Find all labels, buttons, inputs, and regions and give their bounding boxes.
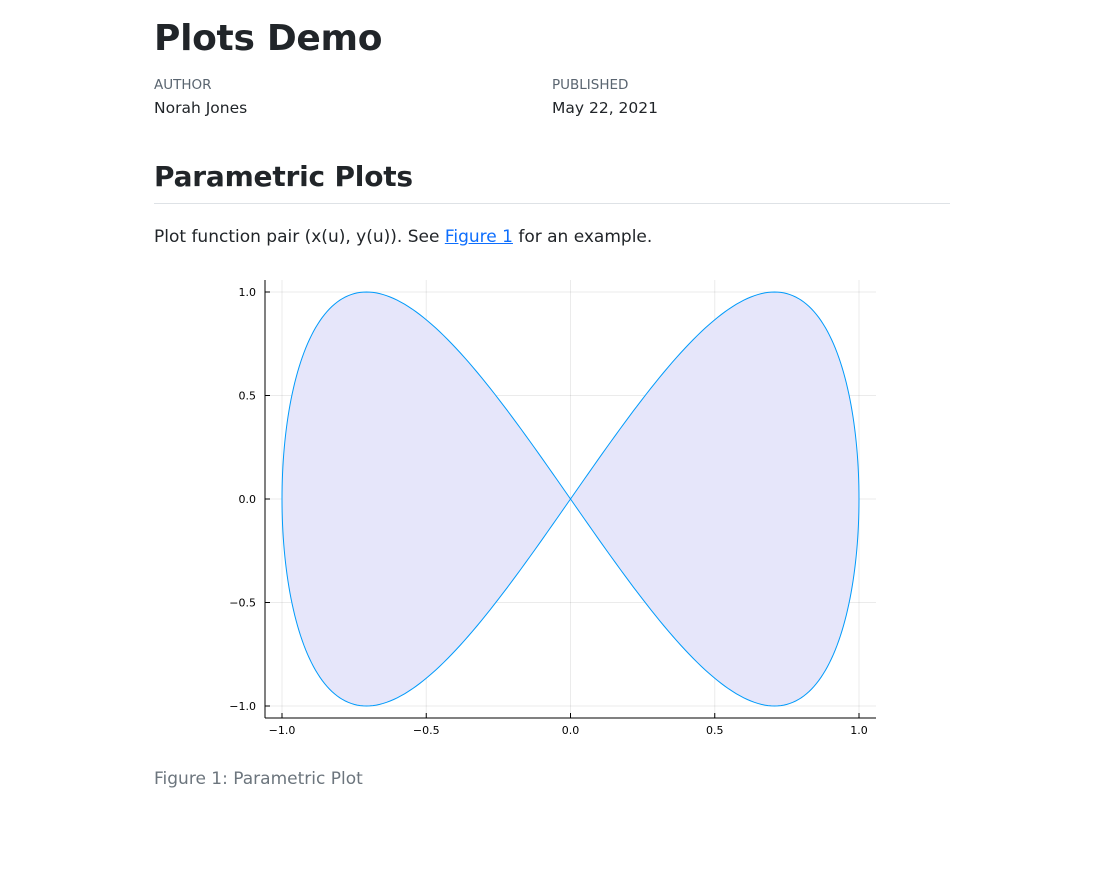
x-tick-label: 1.0 (850, 724, 868, 737)
y-tick-label: −1.0 (229, 700, 256, 713)
figure: −1.0 −0.5 0.0 0.5 1.0 −1.0 −0.5 0.0 0.5 1.0 (154, 268, 950, 748)
figure-link[interactable]: Figure 1 (444, 227, 513, 247)
series-curve (281, 291, 860, 707)
author-block: AUTHOR Norah Jones (154, 76, 247, 118)
parametric-plot: −1.0 −0.5 0.0 0.5 1.0 −1.0 −0.5 0.0 0.5 1.0 (229, 280, 876, 737)
x-tick-label: 0.5 (706, 724, 724, 737)
x-tick-label: 0.0 (562, 724, 580, 737)
published-block: PUBLISHED May 22, 2021 (552, 76, 658, 118)
section-paragraph: Plot function pair (x(u), y(u)). See Fig… (154, 225, 652, 249)
page-title: Plots Demo (154, 18, 383, 59)
y-tick-label: 0.5 (239, 390, 257, 403)
y-tick-label: 1.0 (239, 286, 257, 299)
published-date: May 22, 2021 (552, 99, 658, 117)
x-tick-label: −0.5 (413, 724, 440, 737)
author-label: AUTHOR (154, 77, 212, 93)
y-tick-label: −0.5 (229, 597, 256, 610)
section-heading: Parametric Plots (154, 160, 413, 193)
published-label: PUBLISHED (552, 77, 629, 93)
author-name: Norah Jones (154, 99, 248, 117)
figure-caption: Figure 1: Parametric Plot (154, 769, 363, 789)
paragraph-text-before: Plot function pair (x(u), y(u)). See (154, 227, 445, 247)
y-tick-label: 0.0 (239, 493, 257, 506)
x-tick-label: −1.0 (269, 724, 296, 737)
paragraph-text-after: for an example. (512, 227, 653, 247)
section-divider (154, 203, 950, 204)
